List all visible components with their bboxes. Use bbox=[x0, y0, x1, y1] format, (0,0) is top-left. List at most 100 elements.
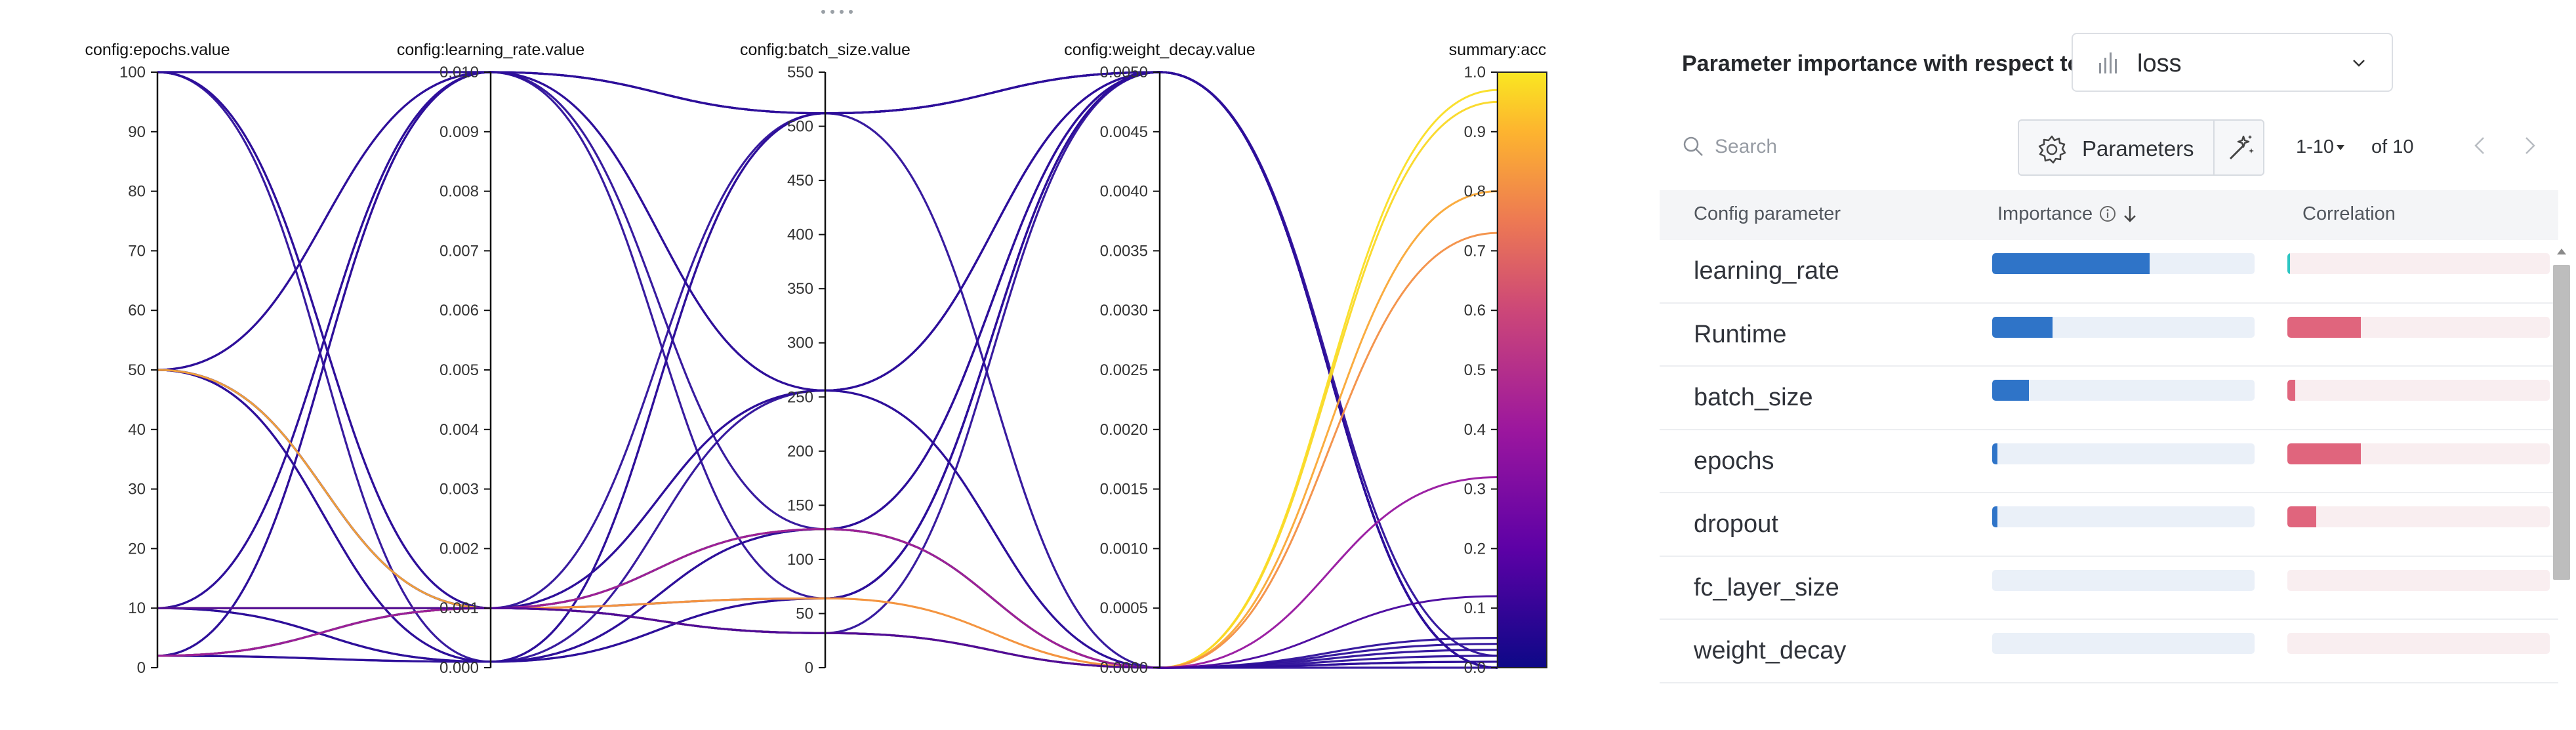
tick-label: 50 bbox=[128, 361, 146, 379]
parameter-importance-panel: Parameter importance with respect to los… bbox=[1653, 0, 2576, 730]
tick-label: 0.008 bbox=[440, 183, 479, 201]
correlation-bar bbox=[2287, 316, 2550, 338]
correlation-bar bbox=[2287, 569, 2550, 591]
tick-label: 400 bbox=[787, 226, 813, 244]
tick-label: 0.0015 bbox=[1100, 481, 1148, 498]
column-header-config-parameter[interactable]: Config parameter bbox=[1694, 203, 1841, 224]
importance-bar bbox=[1992, 569, 2255, 591]
column-header-correlation[interactable]: Correlation bbox=[2302, 203, 2396, 224]
tick-label: 0.0000 bbox=[1100, 659, 1148, 677]
axis-1[interactable]: config:learning_rate.value 0.010 0.009 0.00… bbox=[397, 41, 584, 677]
table-row[interactable]: fc_layer_size bbox=[1660, 557, 2558, 620]
panel-title: Parameter importance with respect to bbox=[1682, 51, 2081, 76]
importance-bar-fill bbox=[1992, 253, 2150, 274]
table-row[interactable]: Runtime bbox=[1660, 304, 2558, 367]
tick-label: 0.002 bbox=[440, 540, 479, 558]
tick-label: 550 bbox=[787, 64, 813, 81]
search-box[interactable] bbox=[1682, 131, 1879, 164]
tick-label: 100 bbox=[787, 551, 813, 569]
tick-label: 200 bbox=[787, 443, 813, 460]
tick-label: 0.0040 bbox=[1100, 183, 1148, 201]
bar-chart-icon bbox=[2099, 52, 2117, 73]
parameter-name: batch_size bbox=[1694, 384, 1813, 411]
importance-bar bbox=[1992, 633, 2255, 654]
magic-wand-icon[interactable] bbox=[2224, 131, 2258, 165]
table-row[interactable]: batch_size bbox=[1660, 367, 2558, 430]
tick-label: 0 bbox=[805, 659, 813, 677]
tick-label: 0.0020 bbox=[1100, 421, 1148, 439]
importance-bar bbox=[1992, 253, 2255, 274]
tick-label: 350 bbox=[787, 280, 813, 298]
tick-label: 0.0010 bbox=[1100, 540, 1148, 558]
importance-bar-fill bbox=[1992, 443, 1997, 464]
parameter-name: Runtime bbox=[1694, 320, 1787, 348]
tick-label: 0.8 bbox=[1464, 183, 1486, 201]
run-line[interactable] bbox=[157, 476, 1498, 669]
axis-4[interactable]: summary:acc 1.0 0.9 0.8 0.7 0.6 0.5 0.4 0.3 0.2 0.… bbox=[1449, 41, 1547, 677]
table-row[interactable]: weight_decay bbox=[1660, 620, 2558, 683]
search-input[interactable] bbox=[1715, 134, 1872, 160]
drag-handle[interactable] bbox=[821, 10, 853, 14]
tick-label: 60 bbox=[128, 302, 146, 319]
axis-2[interactable]: config:batch_size.value55050045040035030… bbox=[740, 41, 910, 677]
scrollbar[interactable] bbox=[2552, 243, 2571, 689]
correlation-bar bbox=[2287, 506, 2550, 527]
correlation-bar bbox=[2287, 443, 2550, 464]
axis-title: config:epochs.value bbox=[85, 41, 230, 59]
table-row[interactable]: learning_rate bbox=[1660, 240, 2558, 304]
correlation-bar bbox=[2287, 253, 2550, 274]
axis-0[interactable]: config:epochs.value100908070605040302010… bbox=[85, 41, 230, 677]
chevron-left-icon[interactable] bbox=[2468, 134, 2492, 157]
run-lines bbox=[157, 71, 1498, 669]
tick-label: 0.003 bbox=[440, 481, 479, 498]
chevron-right-icon[interactable] bbox=[2518, 134, 2541, 157]
color-scale-bar bbox=[1497, 71, 1547, 668]
scroll-thumb[interactable] bbox=[2553, 265, 2570, 580]
run-line[interactable] bbox=[157, 100, 1498, 669]
tick-label: 0.4 bbox=[1464, 421, 1486, 439]
search-icon bbox=[1683, 136, 1703, 156]
page-size-dropdown[interactable]: 1-10 bbox=[2296, 136, 2345, 158]
run-line[interactable] bbox=[157, 71, 1498, 669]
run-line[interactable] bbox=[157, 89, 1498, 669]
importance-header-label: Importance bbox=[1997, 203, 2093, 224]
parameters-label: Parameters bbox=[2082, 136, 2194, 161]
page-total: of 10 bbox=[2371, 136, 2414, 157]
table-row[interactable]: epochs bbox=[1660, 430, 2558, 493]
gear-icon bbox=[2038, 135, 2066, 164]
column-header-importance[interactable]: Importance bbox=[1997, 203, 2138, 225]
info-icon[interactable] bbox=[2099, 205, 2116, 222]
tick-label: 0.007 bbox=[440, 242, 479, 260]
correlation-bar bbox=[2287, 380, 2550, 401]
tick-label: 0.6 bbox=[1464, 302, 1486, 319]
tick-label: 0.0030 bbox=[1100, 302, 1148, 319]
tick-label: 100 bbox=[119, 64, 146, 81]
tick-label: 0.0 bbox=[1464, 659, 1486, 677]
tick-label: 0.005 bbox=[440, 361, 479, 379]
run-line[interactable] bbox=[157, 71, 1498, 669]
tick-label: 0.010 bbox=[440, 64, 479, 81]
importance-bar-fill bbox=[1992, 316, 2053, 338]
table-header: Config parameter Importance Correlation bbox=[1660, 190, 2558, 240]
button-divider bbox=[2213, 121, 2215, 174]
axis-3[interactable]: config:weight_decay.value 0.0050 0.0045 0.0… bbox=[1064, 41, 1255, 677]
chevron-down-icon bbox=[2353, 60, 2365, 67]
tick-label: 300 bbox=[787, 335, 813, 352]
parameters-button[interactable]: Parameters bbox=[2018, 119, 2264, 176]
table-row[interactable]: dropout bbox=[1660, 493, 2558, 557]
tick-label: 450 bbox=[787, 172, 813, 190]
tick-label: 0.0025 bbox=[1100, 361, 1148, 379]
parameter-name: dropout bbox=[1694, 510, 1778, 538]
page-range-label: 1-10 bbox=[2296, 136, 2335, 157]
scroll-up-arrow-icon[interactable] bbox=[2556, 247, 2567, 256]
parallel-coordinates-chart[interactable]: config:epochs.value100908070605040302010… bbox=[0, 0, 1640, 730]
arrow-down-icon[interactable] bbox=[2121, 204, 2138, 224]
run-line[interactable] bbox=[157, 607, 1498, 669]
tick-label: 50 bbox=[796, 605, 813, 622]
tick-label: 70 bbox=[128, 242, 146, 260]
run-line[interactable] bbox=[157, 232, 1498, 669]
caret-down-icon bbox=[2337, 145, 2345, 151]
importance-bar-fill bbox=[1992, 380, 2029, 401]
correlation-bar-fill bbox=[2287, 443, 2361, 464]
metric-select[interactable]: loss bbox=[2072, 33, 2393, 92]
